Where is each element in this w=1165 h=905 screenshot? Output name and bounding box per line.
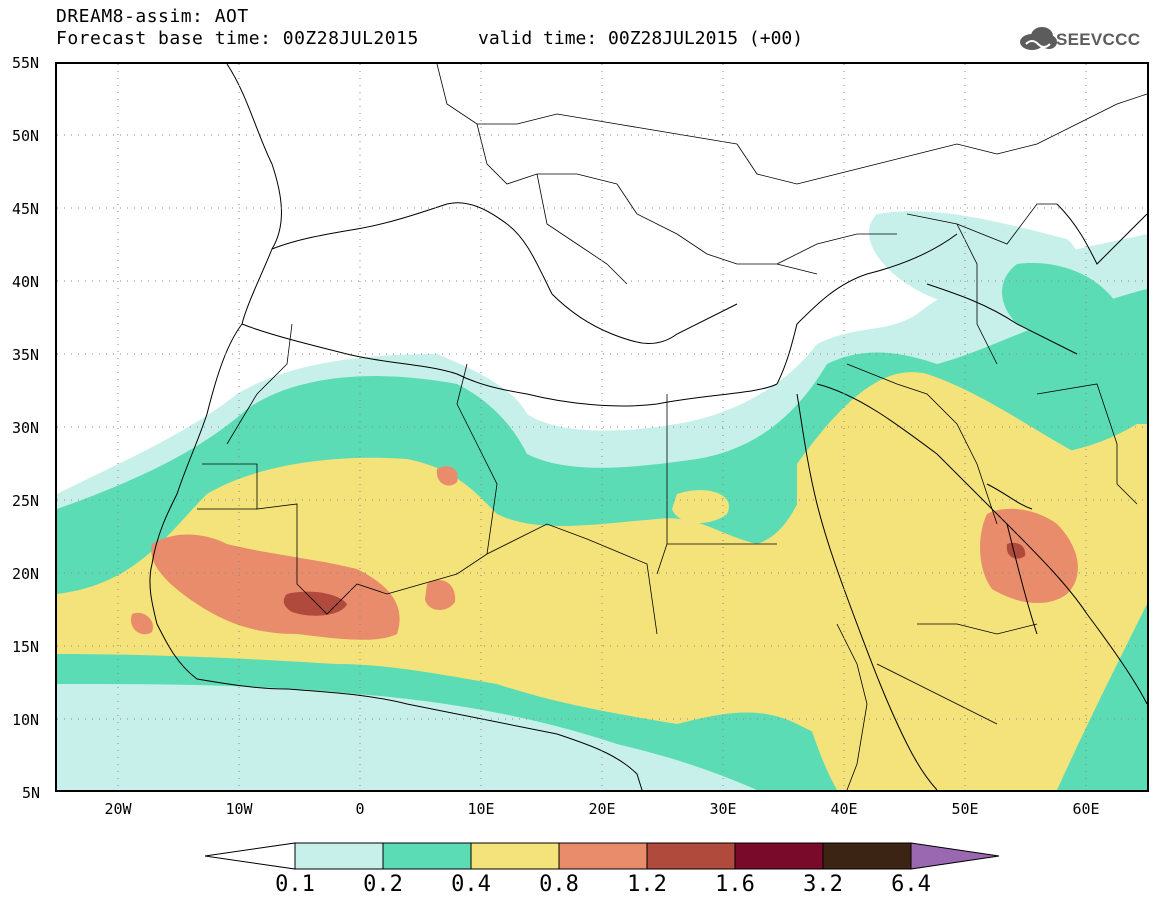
lon-label: 30E xyxy=(709,800,737,818)
colorbar-label: 6.4 xyxy=(891,872,931,897)
aot-band-0.8 xyxy=(980,508,1078,604)
lon-label: 20W xyxy=(104,800,132,818)
colorbar-label: 0.2 xyxy=(363,872,403,897)
lat-label: 10N xyxy=(12,711,40,729)
colorbar-swatch xyxy=(294,842,384,870)
colorbar xyxy=(205,842,1000,870)
colorbar-label: 1.6 xyxy=(715,872,755,897)
forecast-base-time: Forecast base time: 00Z28JUL2015 xyxy=(56,28,419,49)
lon-label: 10E xyxy=(467,800,495,818)
lon-label: 0 xyxy=(355,800,365,818)
colorbar-swatch xyxy=(470,842,560,870)
lat-label: 5N xyxy=(22,784,41,802)
borders xyxy=(197,64,1147,790)
logo-text: SEEVCCC xyxy=(1056,30,1141,49)
colorbar-label: 3.2 xyxy=(803,872,843,897)
colorbar-under-arrow xyxy=(205,842,296,870)
aot-band-0.8 xyxy=(151,534,400,640)
lat-label: 20N xyxy=(12,565,40,583)
aot-band-0.4 xyxy=(672,490,729,524)
colorbar-label: 0.4 xyxy=(451,872,491,897)
valid-time: valid time: 00Z28JUL2015 (+00) xyxy=(478,28,804,49)
lon-label: 10W xyxy=(225,800,253,818)
lat-label: 50N xyxy=(12,127,40,145)
lon-label: 60E xyxy=(1072,800,1100,818)
map-panel xyxy=(55,62,1149,792)
colorbar-swatch xyxy=(822,842,912,870)
aot-band-1.2 xyxy=(1006,542,1026,559)
cloud-logo-icon xyxy=(1020,27,1057,50)
colorbar-label: 1.2 xyxy=(627,872,667,897)
lat-label: 40N xyxy=(12,273,40,291)
aot-map xyxy=(57,64,1147,790)
lon-label: 50E xyxy=(951,800,979,818)
lat-label: 55N xyxy=(12,54,40,72)
lat-label: 25N xyxy=(12,492,40,510)
lon-label: 20E xyxy=(588,800,616,818)
chart-title: DREAM8-assim: AOT xyxy=(56,6,249,27)
colorbar-label: 0.1 xyxy=(275,872,315,897)
colorbar-swatch xyxy=(646,842,736,870)
lat-label: 35N xyxy=(12,346,40,364)
lat-label: 30N xyxy=(12,419,40,437)
colorbar-swatch xyxy=(382,842,472,870)
colorbar-label: 0.8 xyxy=(539,872,579,897)
coastlines xyxy=(149,64,1147,790)
lon-label: 40E xyxy=(830,800,858,818)
lat-label: 15N xyxy=(12,638,40,656)
colorbar-swatch xyxy=(734,842,824,870)
aot-band-0.8 xyxy=(131,612,153,635)
colorbar-swatch xyxy=(558,842,648,870)
aot-band-0.8 xyxy=(436,466,458,486)
aot-band-0.4 xyxy=(792,372,1137,790)
colorbar-over-arrow xyxy=(910,842,1000,870)
aot-band-0.8 xyxy=(425,580,456,610)
lat-label: 45N xyxy=(12,200,40,218)
